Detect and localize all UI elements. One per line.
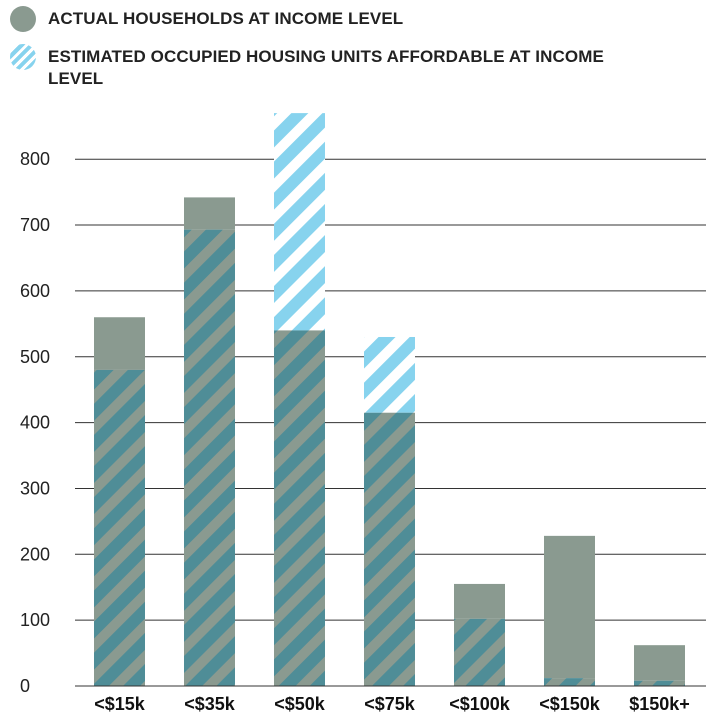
x-category-label: <$100k xyxy=(449,694,511,714)
y-tick-label: 600 xyxy=(20,281,50,301)
x-category-label: $150k+ xyxy=(629,694,690,714)
x-category-label: <$75k xyxy=(364,694,416,714)
legend-label-actual: ACTUAL HOUSEHOLDS AT INCOME LEVEL xyxy=(48,9,404,28)
y-tick-label: 800 xyxy=(20,149,50,169)
y-tick-label: 500 xyxy=(20,347,50,367)
y-tick-label: 700 xyxy=(20,215,50,235)
legend-item-affordable: ESTIMATED OCCUPIED HOUSING UNITS AFFORDA… xyxy=(10,44,650,90)
y-tick-label: 0 xyxy=(20,676,30,696)
bar-overlap xyxy=(364,412,415,686)
y-tick-label: 400 xyxy=(20,413,50,433)
y-tick-label: 300 xyxy=(20,478,50,498)
x-category-label: <$50k xyxy=(274,694,326,714)
bar-affordable-excess xyxy=(274,113,325,331)
legend-label-affordable: ESTIMATED OCCUPIED HOUSING UNITS AFFORDA… xyxy=(48,47,604,88)
bar-actual-excess xyxy=(184,197,235,230)
x-category-label: <$15k xyxy=(94,694,146,714)
legend-item-actual: ACTUAL HOUSEHOLDS AT INCOME LEVEL xyxy=(10,6,650,32)
legend: ACTUAL HOUSEHOLDS AT INCOME LEVEL ESTIMA… xyxy=(10,6,650,102)
legend-swatch-actual xyxy=(10,6,36,32)
legend-swatch-affordable xyxy=(10,44,36,70)
y-tick-label: 100 xyxy=(20,610,50,630)
bar-overlap xyxy=(274,330,325,686)
x-category-label: <$150k xyxy=(539,694,601,714)
bar-overlap xyxy=(544,678,595,686)
bar-overlap xyxy=(94,369,145,686)
bar-overlap xyxy=(634,680,685,686)
bar-overlap xyxy=(184,229,235,687)
bar-actual-excess xyxy=(634,645,685,681)
bar-affordable-excess xyxy=(364,336,415,413)
x-category-label: <$35k xyxy=(184,694,236,714)
bar-actual-excess xyxy=(94,317,145,370)
y-tick-label: 200 xyxy=(20,544,50,564)
bar-overlap xyxy=(454,618,505,686)
bar-actual-excess xyxy=(544,535,595,679)
bar-actual-excess xyxy=(454,583,505,619)
